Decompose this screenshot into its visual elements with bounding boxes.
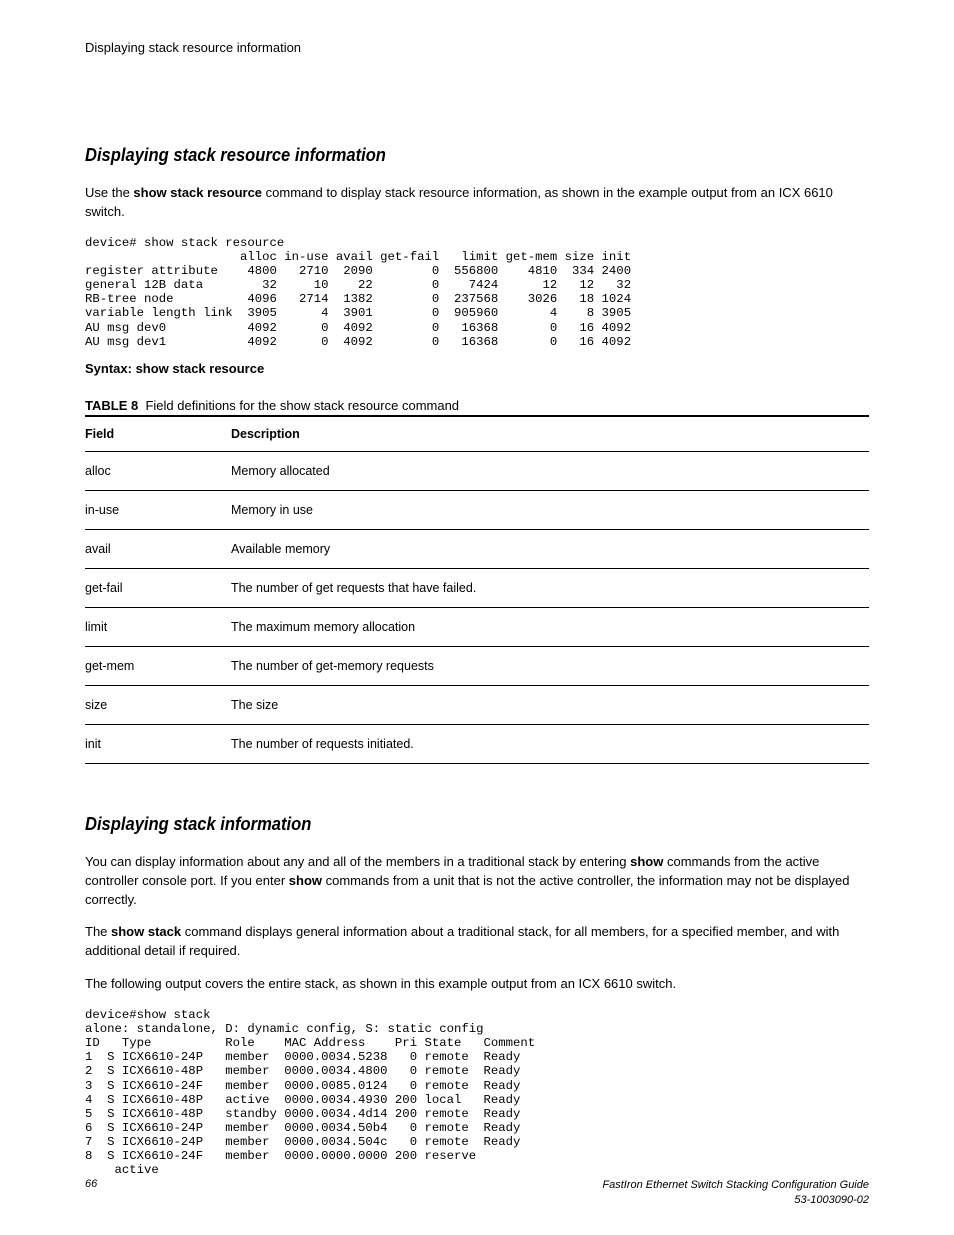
table-caption: TABLE 8 Field definitions for the show s… <box>85 398 869 413</box>
command-text: show <box>630 854 663 869</box>
command-text: show <box>289 873 322 888</box>
command-text: show stack <box>111 924 181 939</box>
section1-paragraph1: Use the show stack resource command to d… <box>85 184 869 222</box>
text: The <box>85 924 111 939</box>
cell-desc: The number of requests initiated. <box>231 724 869 763</box>
running-header: Displaying stack resource information <box>85 40 869 55</box>
th-field: Field <box>85 416 231 452</box>
cell-field: limit <box>85 607 231 646</box>
cell-desc: The size <box>231 685 869 724</box>
footer-title: FastIron Ethernet Switch Stacking Config… <box>602 1179 869 1191</box>
cell-field: size <box>85 685 231 724</box>
command-text: show stack resource <box>133 185 262 200</box>
section2-paragraph3: The following output covers the entire s… <box>85 975 869 994</box>
table-caption-text: Field definitions for the show stack res… <box>145 398 459 413</box>
table-row: in-useMemory in use <box>85 490 869 529</box>
text: command displays general information abo… <box>85 924 839 958</box>
cell-desc: Memory allocated <box>231 451 869 490</box>
section2-heading: Displaying stack information <box>85 814 806 835</box>
footer-right: FastIron Ethernet Switch Stacking Config… <box>602 1178 869 1207</box>
syntax-line: Syntax: show stack resource <box>85 361 869 376</box>
page-number: 66 <box>85 1178 97 1190</box>
table-row: initThe number of requests initiated. <box>85 724 869 763</box>
table-row: get-memThe number of get-memory requests <box>85 646 869 685</box>
section1-heading: Displaying stack resource information <box>85 145 806 166</box>
text: You can display information about any an… <box>85 854 630 869</box>
cell-field: init <box>85 724 231 763</box>
cell-field: in-use <box>85 490 231 529</box>
cell-field: alloc <box>85 451 231 490</box>
cell-desc: The number of get requests that have fai… <box>231 568 869 607</box>
table-number: TABLE 8 <box>85 398 138 413</box>
table-header-row: Field Description <box>85 416 869 452</box>
th-description: Description <box>231 416 869 452</box>
table-row: sizeThe size <box>85 685 869 724</box>
table-row: get-failThe number of get requests that … <box>85 568 869 607</box>
footer-docid: 53-1003090-02 <box>794 1194 869 1206</box>
cell-desc: The number of get-memory requests <box>231 646 869 685</box>
page: Displaying stack resource information Di… <box>0 0 954 1235</box>
cell-field: get-mem <box>85 646 231 685</box>
table-row: limitThe maximum memory allocation <box>85 607 869 646</box>
text: Use the <box>85 185 133 200</box>
section2-code-output: device#show stack alone: standalone, D: … <box>85 1008 869 1178</box>
field-definitions-table: Field Description allocMemory allocated … <box>85 415 869 764</box>
section2-paragraph1: You can display information about any an… <box>85 853 869 910</box>
cell-field: avail <box>85 529 231 568</box>
section1-code-output: device# show stack resource alloc in-use… <box>85 236 869 349</box>
cell-desc: Memory in use <box>231 490 869 529</box>
cell-field: get-fail <box>85 568 231 607</box>
table-row: allocMemory allocated <box>85 451 869 490</box>
table-row: availAvailable memory <box>85 529 869 568</box>
cell-desc: Available memory <box>231 529 869 568</box>
cell-desc: The maximum memory allocation <box>231 607 869 646</box>
section2-paragraph2: The show stack command displays general … <box>85 923 869 961</box>
page-footer: 66 FastIron Ethernet Switch Stacking Con… <box>85 1178 869 1207</box>
